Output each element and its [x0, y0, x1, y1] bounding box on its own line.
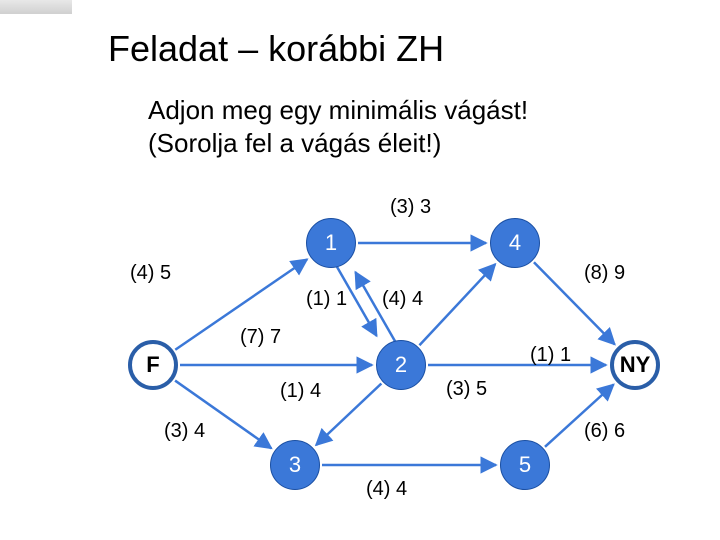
edge-label-3_5: (4) 4 — [366, 478, 407, 501]
edge-label-2_4: (3) 5 — [446, 378, 487, 401]
edge-label-2_3: (1) 4 — [280, 380, 321, 403]
edge-2_3 — [316, 384, 381, 446]
node-n1: 1 — [306, 218, 356, 268]
edge-label-1_2: (1) 1 — [306, 288, 347, 311]
node-n2: 2 — [376, 340, 426, 390]
edge-label-F_3: (3) 4 — [164, 420, 205, 443]
node-F: F — [128, 340, 178, 390]
edge-label-5_NY: (6) 6 — [584, 420, 625, 443]
edge-label-1_4: (3) 3 — [390, 196, 431, 219]
edge-label-2_NY: (1) 1 — [530, 344, 571, 367]
edge-label-2_1: (4) 4 — [382, 288, 423, 311]
node-NY: NY — [610, 340, 660, 390]
edge-2_4 — [419, 264, 495, 345]
edge-label-F_1: (4) 5 — [130, 262, 171, 285]
node-n5: 5 — [500, 440, 550, 490]
node-n3: 3 — [270, 440, 320, 490]
node-n4: 4 — [490, 218, 540, 268]
edge-label-4_NY: (8) 9 — [584, 262, 625, 285]
edge-label-F_2: (7) 7 — [240, 326, 281, 349]
